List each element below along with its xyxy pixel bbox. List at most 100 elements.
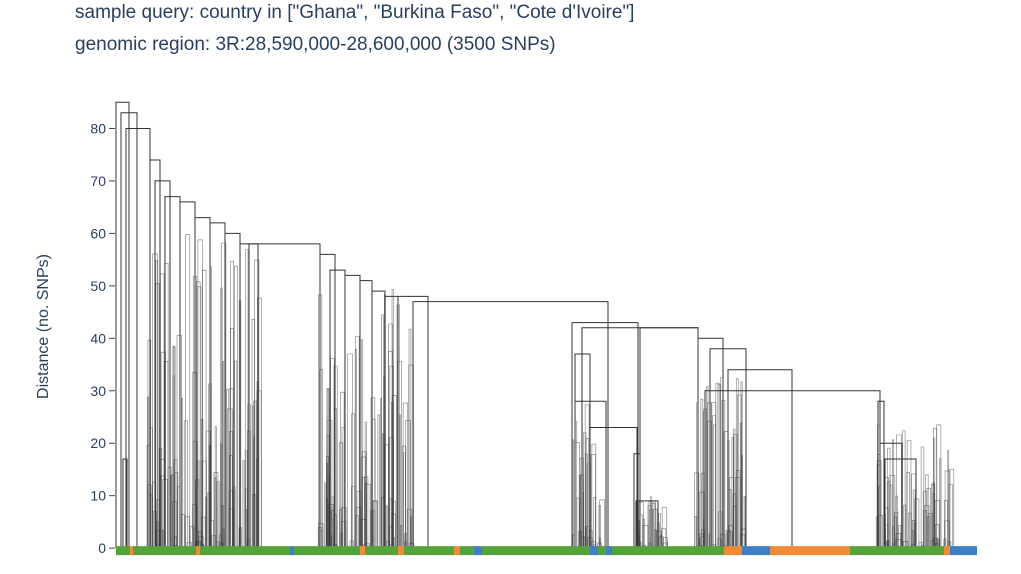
background-branch: [409, 542, 415, 549]
background-branch: [227, 408, 233, 549]
dendrogram-merge: [877, 400, 885, 549]
background-branch: [340, 532, 343, 549]
background-branch: [229, 430, 233, 549]
background-branch: [388, 323, 393, 549]
leaf-segment-green: [460, 546, 474, 556]
leaf-segment-orange: [454, 546, 460, 556]
dendrogram-merge: [248, 243, 321, 549]
background-branch: [397, 361, 403, 549]
background-branch: [408, 328, 412, 549]
dendrogram-merge: [633, 453, 641, 549]
leaf-segment-orange: [130, 546, 133, 556]
leaf-segment-green: [365, 546, 398, 556]
background-branch: [324, 482, 327, 549]
background-branch: [364, 421, 368, 549]
background-branch: [663, 537, 668, 549]
leaf-segment-orange: [944, 546, 950, 556]
background-branch: [189, 526, 195, 549]
dendrogram-merge: [697, 337, 724, 549]
background-branch: [599, 499, 605, 549]
background-branch: [741, 454, 743, 549]
background-branch: [885, 540, 889, 549]
leaf-segment-green: [482, 546, 590, 556]
background-branch: [152, 481, 156, 549]
leaf-segment-blue: [742, 546, 770, 556]
background-branch: [718, 511, 723, 549]
background-branch: [183, 420, 188, 549]
background-branch: [642, 525, 649, 549]
background-branch: [213, 472, 219, 549]
background-branch: [230, 260, 234, 549]
background-branch: [895, 533, 902, 549]
y-tick-label: 40: [90, 330, 106, 346]
background-branch: [729, 477, 734, 549]
background-branch: [377, 414, 381, 549]
background-branch: [242, 459, 245, 549]
background-branch: [370, 397, 376, 549]
background-branch: [933, 537, 940, 549]
y-tick-label: 70: [90, 173, 106, 189]
leaf-segment-blue: [474, 546, 482, 556]
dendrogram-merge: [115, 101, 130, 549]
background-branch: [906, 440, 912, 549]
background-branch: [221, 242, 227, 549]
background-branch: [372, 501, 378, 549]
dendrogram-merge: [879, 442, 903, 549]
background-branch: [944, 520, 950, 549]
dendrogram-merge: [884, 458, 917, 549]
background-branch: [402, 402, 408, 549]
background-branch: [330, 358, 335, 549]
background-branch: [597, 542, 602, 549]
background-branch: [222, 360, 225, 549]
background-branch: [935, 524, 940, 549]
background-branch: [653, 508, 658, 549]
dendrogram-merge: [120, 112, 138, 549]
background-branch: [648, 501, 653, 549]
background-branch: [181, 398, 183, 549]
leaf-segment-blue: [606, 546, 612, 556]
background-branch: [649, 496, 652, 549]
background-branch: [399, 525, 403, 549]
background-branch: [347, 353, 353, 549]
leaf-segment-green: [116, 546, 130, 556]
background-branch: [912, 489, 916, 549]
chart-title-line-1: sample query: country in ["Ghana", "Burk…: [75, 2, 635, 23]
background-branch: [947, 449, 950, 549]
background-branch: [924, 505, 930, 549]
background-branch: [735, 378, 739, 549]
background-branch: [578, 474, 582, 549]
y-tick-label: 60: [90, 225, 106, 241]
background-branch: [593, 497, 596, 549]
background-branch: [350, 413, 355, 549]
background-branch: [932, 482, 935, 549]
leaf-segment-orange: [398, 546, 404, 556]
background-branch: [902, 430, 906, 549]
dendrogram-merge: [727, 369, 793, 549]
leaf-segment-orange: [770, 546, 850, 556]
background-branch: [147, 339, 152, 549]
dendrogram-merge: [412, 301, 609, 549]
y-axis-title: Distance (no. SNPs): [35, 254, 52, 399]
background-branch: [717, 383, 721, 549]
background-branch: [700, 398, 704, 549]
background-branch: [936, 424, 942, 549]
leaf-segment-green: [612, 546, 724, 556]
background-branch: [360, 339, 364, 549]
y-tick-label: 0: [98, 540, 106, 556]
background-branch: [257, 297, 262, 549]
y-tick-label: 80: [90, 120, 106, 136]
background-branch: [381, 314, 384, 549]
y-tick-label: 50: [90, 278, 106, 294]
background-branch: [185, 234, 191, 549]
background-branch: [147, 396, 150, 549]
background-branch: [896, 434, 902, 549]
y-tick-label: 20: [90, 435, 106, 451]
background-branch: [892, 526, 895, 549]
background-branch: [902, 541, 909, 549]
leaf-segment-green: [404, 546, 454, 556]
leaf-segment-orange: [724, 546, 742, 556]
background-branch: [338, 442, 344, 549]
background-branch: [351, 486, 356, 549]
leaf-segment-orange: [360, 546, 365, 556]
